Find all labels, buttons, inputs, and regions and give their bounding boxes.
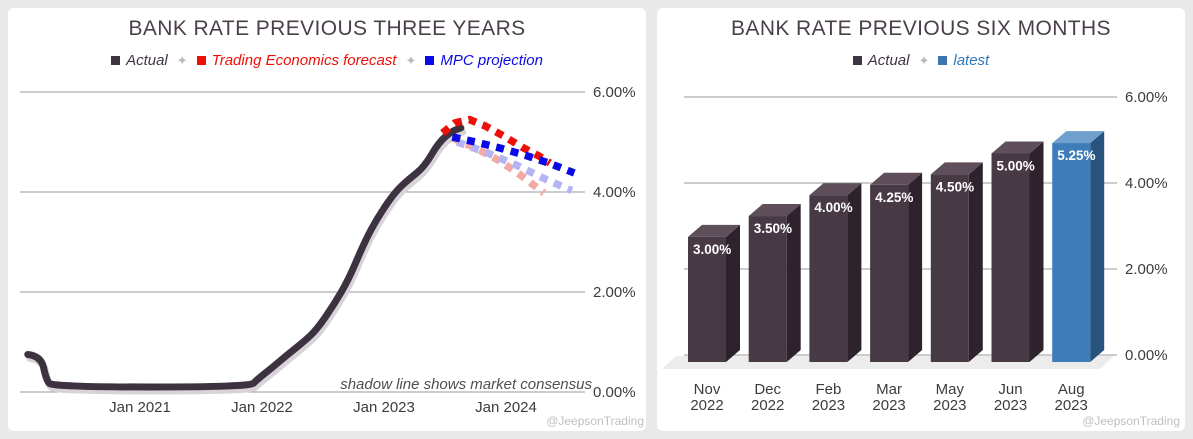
legend-label: latest (953, 52, 990, 69)
bar: 4.25% (870, 172, 923, 362)
legend-item-mpc-projection[interactable]: MPC projection (425, 52, 543, 69)
bar-side-face (726, 224, 740, 362)
x-axis-tick-label-month: Dec (754, 381, 781, 398)
bar: 4.50% (930, 162, 983, 362)
series-trading-economics-forecast (440, 115, 552, 167)
legend-separator-diamond-icon: ✦ (918, 52, 930, 68)
x-axis-tick-label-month: Feb (815, 381, 841, 398)
series-actual-shadow-market-consensus- (26, 128, 467, 395)
x-axis-tick-label: Jan 2021 (109, 399, 171, 416)
legend-label: Actual (867, 52, 910, 69)
bar-value-label: 4.25% (875, 190, 913, 205)
bar: 3.50% (748, 204, 801, 362)
legend-label: Trading Economics forecast (211, 52, 397, 69)
y-axis-tick-label: 2.00% (1125, 261, 1168, 278)
chart-annotation: shadow line shows market consensus (340, 376, 592, 393)
bar-top-face (688, 224, 740, 237)
bar-top-face (748, 204, 801, 217)
x-axis-tick-label-year: 2023 (933, 397, 966, 414)
bar: 5.00% (991, 141, 1044, 362)
left-chart-legend: Actual ✦ Trading Economics forecast ✦ MPC pr… (8, 52, 646, 69)
bar-value-label: 3.50% (754, 221, 792, 236)
bar-front-face (748, 216, 787, 362)
bar: 4.00% (809, 183, 862, 362)
x-axis-tick-label-month: May (936, 381, 965, 398)
watermark: @JeepsonTrading (1082, 414, 1180, 428)
bar-side-face (908, 172, 923, 362)
bar-side-face (1090, 131, 1105, 362)
y-axis-tick-label: 0.00% (593, 384, 636, 401)
bar: 3.00% (688, 224, 740, 362)
x-axis-tick-label-month: Mar (876, 381, 902, 398)
right-chart-legend: Actual ✦ latest (657, 52, 1185, 69)
bar-side-face (968, 162, 983, 362)
y-axis-tick-label: 4.00% (1125, 175, 1168, 192)
series-mpc-projection-shadow-market-consensus- (455, 138, 574, 194)
bar: 5.25% (1052, 131, 1105, 362)
legend-marker-icon (938, 56, 948, 65)
y-axis-tick-label: 0.00% (1125, 347, 1168, 364)
series-actual (24, 124, 465, 391)
legend-marker-icon (196, 56, 206, 65)
x-axis-tick-label: Jan 2022 (231, 399, 293, 416)
bar-side-face (786, 204, 801, 362)
bar-top-face (1052, 131, 1105, 144)
bar-value-label: 5.00% (997, 159, 1035, 174)
bar-value-label: 5.25% (1057, 148, 1095, 163)
bar-value-label: 4.00% (814, 200, 852, 215)
x-axis-tick-label-year: 2022 (751, 397, 784, 414)
bar-top-face (809, 183, 862, 196)
bar-front-face (1052, 143, 1091, 362)
y-axis-tick-label: 4.00% (593, 184, 636, 201)
x-axis-tick-label: Jan 2023 (353, 399, 415, 416)
bar-side-face (1029, 141, 1044, 362)
legend-separator-diamond-icon: ✦ (405, 52, 417, 68)
bar-chart-bank-rate-six-months: 0.00%2.00%4.00%6.00%3.00%Nov20223.50%Dec… (662, 89, 1180, 428)
bar-front-face (688, 236, 726, 362)
bar-top-face (991, 141, 1044, 154)
y-axis-tick-label: 6.00% (1125, 89, 1168, 106)
line-chart-bank-rate-three-years: 0.00% 2.00% 4.00% 6.00% Jan 2021 Jan 2022 Jan … (20, 84, 644, 428)
x-axis-tick-label-year: 2023 (1055, 397, 1088, 414)
bar-front-face (870, 184, 909, 362)
panel-bank-rate-six-months: BANK RATE PREVIOUS SIX MONTHS Actual ✦ lat… (657, 8, 1185, 431)
x-axis-tick-label-year: 2023 (872, 397, 905, 414)
left-chart-title: BANK RATE PREVIOUS THREE YEARS (128, 17, 526, 40)
x-axis-tick-label-month: Aug (1058, 381, 1085, 398)
bar-front-face (809, 195, 848, 362)
x-axis-tick-label-month: Jun (998, 381, 1022, 398)
panel-bank-rate-three-years: BANK RATE PREVIOUS THREE YEARS Actual ✦ Tr… (8, 8, 646, 431)
bar-value-label: 4.50% (936, 179, 974, 194)
bar-side-face (847, 183, 862, 362)
y-axis-tick-label: 6.00% (593, 84, 636, 101)
bar-front-face (991, 153, 1030, 362)
bar-front-face (930, 174, 969, 362)
legend-item-actual[interactable]: Actual (852, 52, 910, 69)
legend-item-actual[interactable]: Actual (111, 52, 168, 69)
legend-item-trading-economics-forecast[interactable]: Trading Economics forecast (196, 52, 397, 69)
series-mpc-projection (451, 133, 576, 177)
y-axis-tick-label: 2.00% (593, 284, 636, 301)
legend-label: MPC projection (440, 52, 543, 69)
x-axis-tick-label-year: 2022 (690, 397, 723, 414)
legend-marker-icon (852, 56, 862, 65)
x-axis-tick-label-year: 2023 (812, 397, 845, 414)
legend-marker-icon (425, 56, 435, 65)
bar-top-face (870, 172, 923, 185)
legend-item-latest[interactable]: latest (938, 52, 989, 69)
bar-top-face (930, 162, 983, 175)
x-axis-tick-label-year: 2023 (994, 397, 1027, 414)
right-chart-title: BANK RATE PREVIOUS SIX MONTHS (731, 17, 1111, 40)
x-axis-tick-label-month: Nov (694, 381, 721, 398)
watermark: @JeepsonTrading (546, 414, 644, 428)
legend-separator-diamond-icon: ✦ (176, 52, 188, 68)
bar-value-label: 3.00% (693, 242, 731, 257)
legend-label: Actual (126, 52, 168, 69)
legend-marker-icon (111, 56, 121, 65)
x-axis-tick-label: Jan 2024 (475, 399, 537, 416)
